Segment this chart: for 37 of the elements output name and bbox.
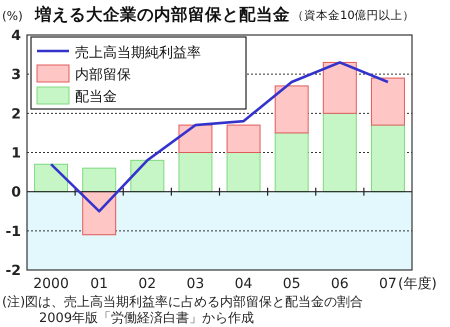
y-tick-label: 0 <box>11 184 22 201</box>
line-series <box>50 61 390 213</box>
y-axis-title: (%) <box>2 9 23 23</box>
y-tick-label: 3 <box>11 67 21 84</box>
x-tick-label: 06 <box>330 276 349 292</box>
bar <box>322 112 357 192</box>
y-tick-label: -2 <box>5 263 21 279</box>
x-tick-label: 05 <box>282 276 301 292</box>
bar <box>178 124 212 153</box>
text: (注)図は、売上高当期利益率に占める内部留保と配当金の割合 <box>2 294 364 310</box>
y-tick-label: -1 <box>5 224 21 240</box>
bar <box>130 160 164 192</box>
bar <box>274 132 309 192</box>
text: 2009年版「労働経済白書」から作成 <box>39 310 254 326</box>
legend-label: 内部留保 <box>75 67 131 83</box>
chart-subtitle: （資本金10億円以上） <box>292 8 415 22</box>
bar <box>226 152 261 192</box>
x-tick-label: 03 <box>186 276 204 292</box>
bar <box>226 124 261 153</box>
chart-title: 増える大企業の内部留保と配当金 <box>34 4 290 24</box>
bar <box>370 124 405 192</box>
bar <box>370 78 405 126</box>
x-axis-title: (年度) <box>398 276 437 292</box>
x-tick-label: 07 <box>379 276 397 292</box>
legend-label: 配当金 <box>75 89 117 105</box>
x-tick-label: 01 <box>90 276 108 292</box>
bar <box>322 62 357 114</box>
y-tick-label: 1 <box>11 146 21 162</box>
legend-label: 売上高当期純利益率 <box>75 45 201 61</box>
bar <box>274 85 309 134</box>
x-tick-label: 2000 <box>33 276 69 292</box>
y-tick-label: 4 <box>11 28 22 44</box>
bar <box>178 152 212 192</box>
y-tick-label: 2 <box>11 106 21 122</box>
bar <box>82 168 116 192</box>
x-tick-label: 02 <box>138 276 156 292</box>
x-tick-label: 04 <box>234 276 253 292</box>
